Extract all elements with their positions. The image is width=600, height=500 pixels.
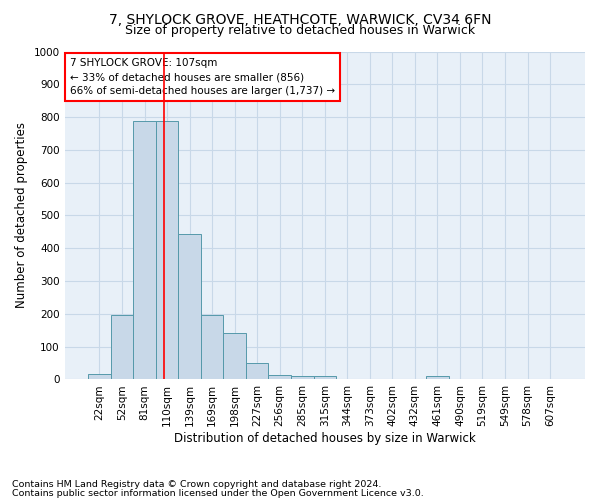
Bar [156,120,178,380]
Text: Contains HM Land Registry data © Crown copyright and database right 2024.: Contains HM Land Registry data © Crown c… [12,480,382,489]
Bar [133,120,156,380]
Y-axis label: Number of detached properties: Number of detached properties [15,122,28,308]
Text: Size of property relative to detached houses in Warwick: Size of property relative to detached ho… [125,24,475,37]
Bar [201,315,223,380]
Bar [246,364,268,380]
Text: 7 SHYLOCK GROVE: 107sqm
← 33% of detached houses are smaller (856)
66% of semi-d: 7 SHYLOCK GROVE: 107sqm ← 33% of detache… [70,58,335,96]
Bar [426,376,449,380]
Bar [268,374,291,380]
Text: 7, SHYLOCK GROVE, HEATHCOTE, WARWICK, CV34 6FN: 7, SHYLOCK GROVE, HEATHCOTE, WARWICK, CV… [109,12,491,26]
Bar [88,374,111,380]
Text: Contains public sector information licensed under the Open Government Licence v3: Contains public sector information licen… [12,488,424,498]
Bar [178,234,201,380]
Bar [314,376,336,380]
Bar [223,333,246,380]
X-axis label: Distribution of detached houses by size in Warwick: Distribution of detached houses by size … [174,432,476,445]
Bar [111,315,133,380]
Bar [291,376,314,380]
